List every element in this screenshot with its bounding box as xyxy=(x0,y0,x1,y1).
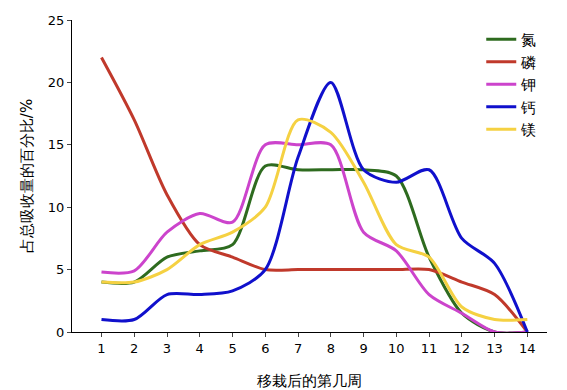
svg-text:6: 6 xyxy=(261,341,269,356)
svg-text:12: 12 xyxy=(454,341,471,356)
svg-text:钾: 钾 xyxy=(520,76,536,94)
svg-text:5: 5 xyxy=(228,341,236,356)
svg-text:25: 25 xyxy=(48,13,65,28)
svg-text:4: 4 xyxy=(196,341,204,356)
svg-text:钙: 钙 xyxy=(520,99,536,117)
svg-text:10: 10 xyxy=(388,341,405,356)
svg-text:镁: 镁 xyxy=(520,121,536,139)
svg-text:氮: 氮 xyxy=(521,31,536,49)
svg-text:占总吸收量的百分比/%: 占总吸收量的百分比/% xyxy=(18,99,36,253)
svg-text:20: 20 xyxy=(48,75,65,90)
svg-text:11: 11 xyxy=(421,341,438,356)
svg-text:10: 10 xyxy=(48,200,65,215)
svg-text:移栽后的第几周: 移栽后的第几周 xyxy=(257,372,362,390)
svg-text:13: 13 xyxy=(486,341,503,356)
svg-text:9: 9 xyxy=(359,341,367,356)
svg-text:2: 2 xyxy=(130,341,138,356)
svg-text:14: 14 xyxy=(519,341,536,356)
svg-text:0: 0 xyxy=(56,325,64,340)
svg-text:15: 15 xyxy=(48,137,65,152)
svg-text:8: 8 xyxy=(327,341,335,356)
svg-text:3: 3 xyxy=(163,341,171,356)
svg-text:7: 7 xyxy=(294,341,302,356)
svg-text:1: 1 xyxy=(97,341,105,356)
svg-text:磷: 磷 xyxy=(520,54,536,72)
svg-text:5: 5 xyxy=(56,262,64,277)
